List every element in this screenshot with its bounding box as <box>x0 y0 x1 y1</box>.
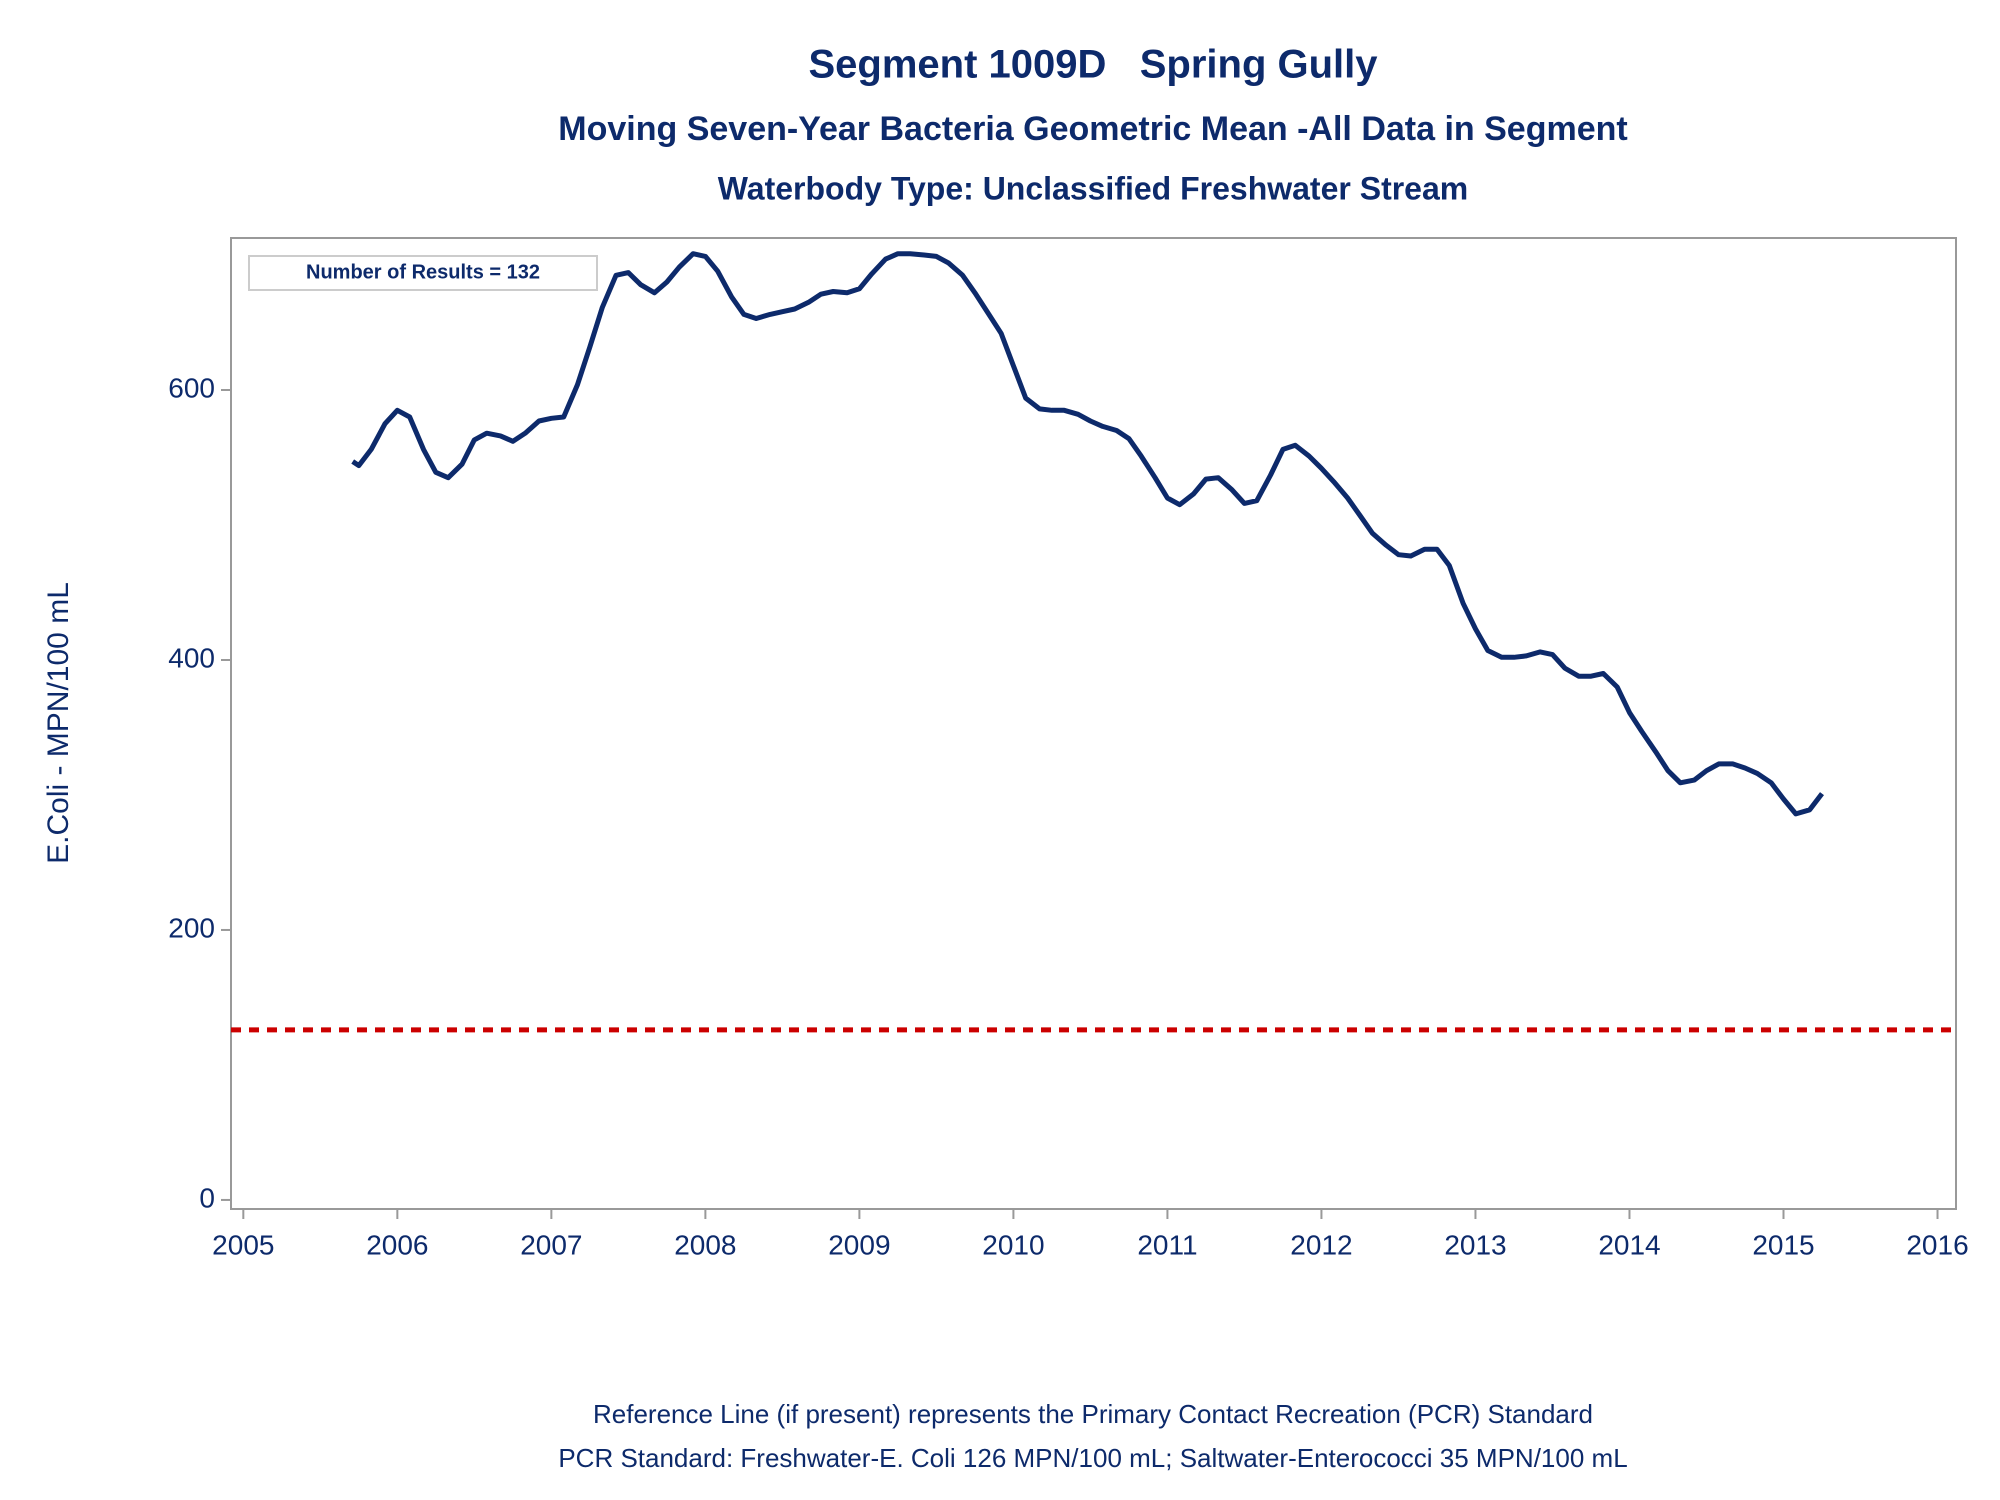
annotation: Number of Results = 132 <box>306 261 540 283</box>
x-tick-label: 2013 <box>1444 1229 1506 1260</box>
x-tick-label: 2016 <box>1906 1229 1968 1260</box>
x-tick-label: 2009 <box>828 1229 890 1260</box>
x-tick-label: 2008 <box>674 1229 736 1260</box>
x-tick-label: 2014 <box>1598 1229 1660 1260</box>
y-axis-label: E.Coli - MPN/100 mL <box>42 582 75 864</box>
chart-subtitle: Moving Seven-Year Bacteria Geometric Mea… <box>558 110 1627 148</box>
x-tick-label: 2015 <box>1752 1229 1814 1260</box>
chart-subtitle: Waterbody Type: Unclassified Freshwater … <box>718 170 1468 206</box>
y-tick-label: 0 <box>199 1182 215 1213</box>
plot-frame <box>230 237 1957 1210</box>
x-tick-label: 2005 <box>212 1229 274 1260</box>
annotation-box <box>248 255 598 291</box>
y-tick-label: 200 <box>168 912 215 943</box>
x-tick-label: 2012 <box>1290 1229 1352 1260</box>
chart-title: Segment 1009D Spring Gully <box>808 43 1378 87</box>
x-tick-label: 2010 <box>982 1229 1044 1260</box>
data-line <box>351 251 1824 817</box>
footnote: Reference Line (if present) represents t… <box>593 1399 1593 1429</box>
x-tick-label: 2011 <box>1137 1229 1197 1260</box>
x-tick-label: 2007 <box>520 1229 582 1260</box>
x-tick-label: 2006 <box>366 1229 428 1260</box>
y-tick-label: 400 <box>168 642 215 673</box>
y-tick-label: 600 <box>168 372 215 403</box>
footnote: PCR Standard: Freshwater-E. Coli 126 MPN… <box>558 1443 1627 1473</box>
